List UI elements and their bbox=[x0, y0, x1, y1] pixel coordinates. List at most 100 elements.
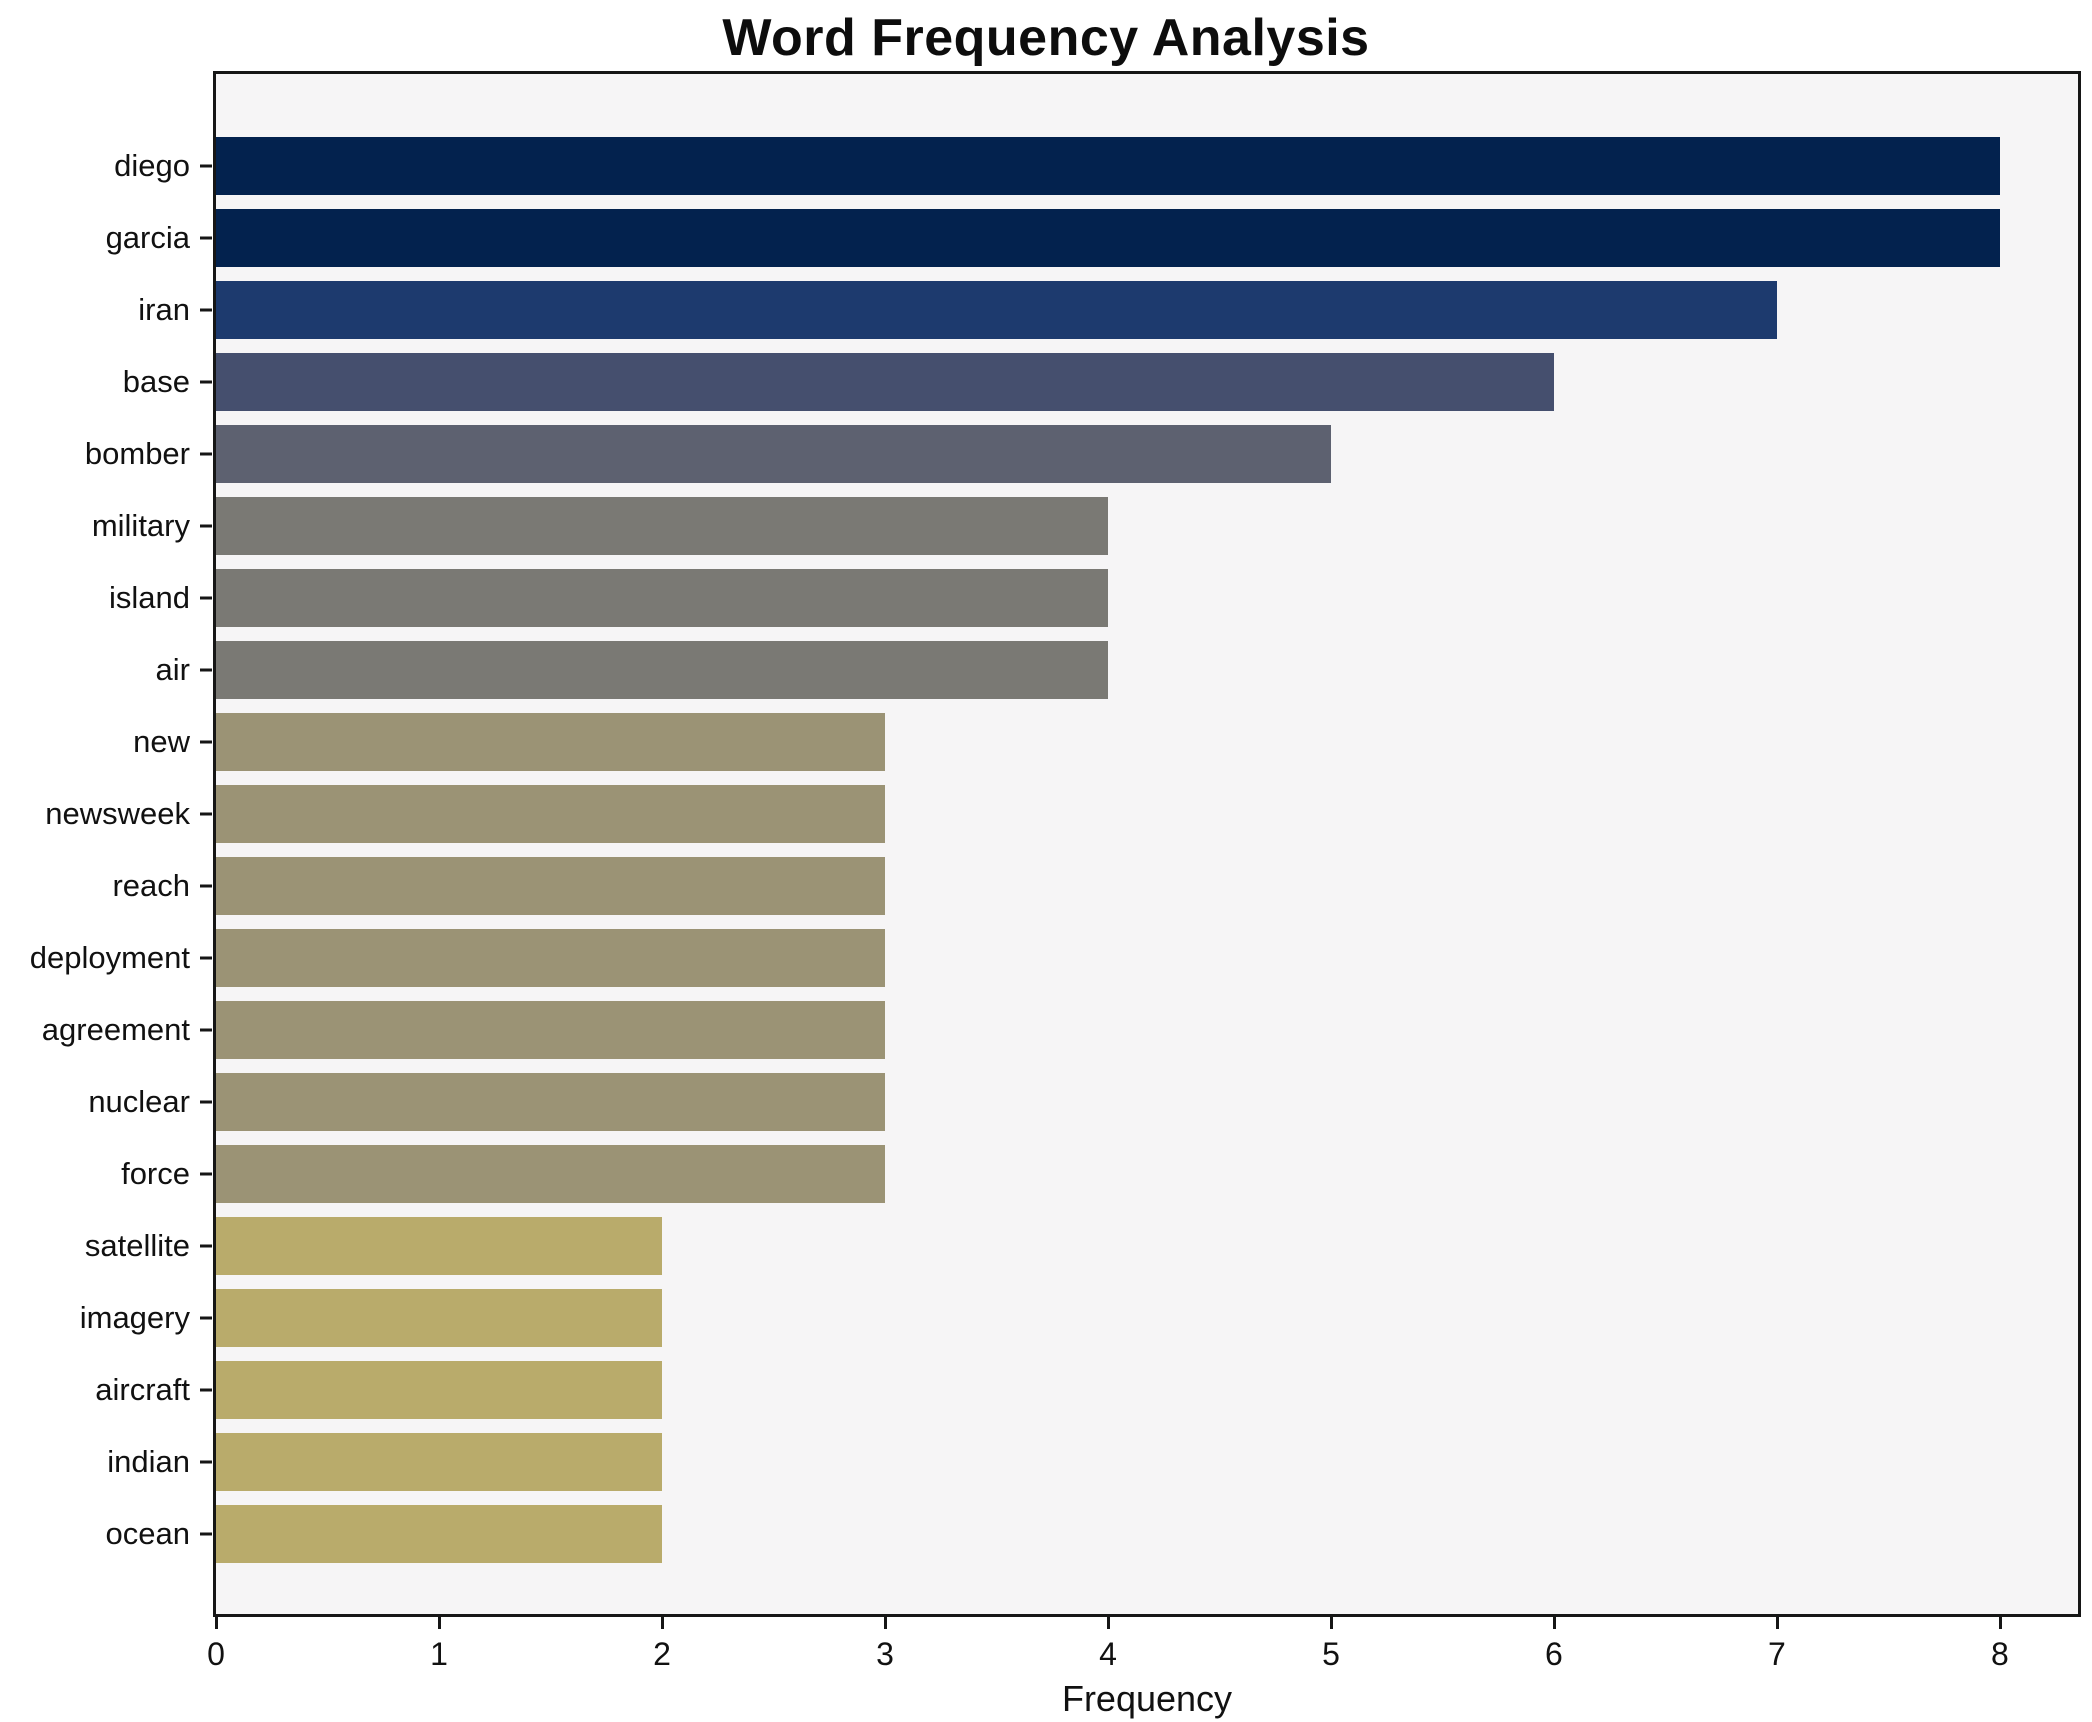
y-tick-label: ocean bbox=[105, 1516, 190, 1551]
y-tick-mark bbox=[200, 596, 212, 600]
bar-air bbox=[216, 641, 1108, 699]
bar-row: imagery bbox=[80, 1282, 2078, 1354]
y-tick-label: military bbox=[91, 508, 190, 543]
bar-deployment bbox=[216, 929, 885, 987]
bar-indian bbox=[216, 1433, 662, 1491]
y-tick-mark bbox=[200, 380, 212, 384]
bar-satellite bbox=[216, 1217, 662, 1275]
bar-aircraft bbox=[216, 1361, 662, 1419]
x-tick-mark bbox=[437, 1617, 441, 1629]
bar-newsweek bbox=[216, 785, 885, 843]
y-tick-label: bomber bbox=[84, 436, 190, 471]
y-tick-mark bbox=[200, 956, 212, 960]
x-tick-label: 4 bbox=[1099, 1636, 1117, 1672]
y-tick-mark bbox=[200, 236, 212, 240]
bar-row: garcia bbox=[106, 202, 2078, 274]
x-tick-label: 7 bbox=[1768, 1636, 1786, 1672]
x-axis-title: Frequency bbox=[1061, 1678, 1233, 1719]
y-tick-label: garcia bbox=[105, 220, 190, 255]
bar-row: deployment bbox=[30, 922, 2078, 994]
y-tick-label: force bbox=[121, 1156, 190, 1191]
bar-new bbox=[216, 713, 885, 771]
bar-row: base bbox=[123, 346, 2078, 418]
y-tick-label: agreement bbox=[41, 1012, 190, 1047]
y-tick-label: indian bbox=[107, 1444, 190, 1479]
x-tick-mark bbox=[883, 1617, 887, 1629]
y-tick-label: diego bbox=[114, 148, 190, 183]
x-tick-label: 3 bbox=[876, 1636, 894, 1672]
x-tick-mark bbox=[660, 1617, 664, 1629]
bar-row: agreement bbox=[42, 994, 2078, 1066]
bar-row: air bbox=[156, 634, 2078, 706]
bar-agreement bbox=[216, 1001, 885, 1059]
bar-row: diego bbox=[114, 130, 2078, 202]
bar-force bbox=[216, 1145, 885, 1203]
bar-row: satellite bbox=[85, 1210, 2078, 1282]
bar-reach bbox=[216, 857, 885, 915]
y-tick-mark bbox=[200, 812, 212, 816]
x-tick-label: 1 bbox=[430, 1636, 448, 1672]
y-tick-mark bbox=[200, 884, 212, 888]
y-tick-mark bbox=[200, 1532, 212, 1536]
y-tick-mark bbox=[200, 308, 212, 312]
bar-row: aircraft bbox=[95, 1354, 2078, 1426]
y-tick-label: reach bbox=[112, 868, 190, 903]
y-tick-label: satellite bbox=[84, 1228, 190, 1263]
bar-row: newsweek bbox=[45, 778, 2078, 850]
x-tick-label: 6 bbox=[1545, 1636, 1563, 1672]
y-tick-mark bbox=[200, 164, 212, 168]
bar-ocean bbox=[216, 1505, 662, 1563]
x-tick-mark bbox=[1552, 1617, 1556, 1629]
y-tick-mark bbox=[200, 524, 212, 528]
bar-row: iran bbox=[138, 274, 2078, 346]
bar-row: nuclear bbox=[88, 1066, 2078, 1138]
y-tick-mark bbox=[200, 1388, 212, 1392]
bar-island bbox=[216, 569, 1108, 627]
y-tick-label: air bbox=[155, 652, 190, 687]
y-tick-mark bbox=[200, 1316, 212, 1320]
bar-military bbox=[216, 497, 1108, 555]
plot-area: diego garcia iran base bomber military island a… bbox=[30, 71, 2081, 1719]
y-tick-mark bbox=[200, 1244, 212, 1248]
y-tick-label: aircraft bbox=[95, 1372, 190, 1407]
x-tick-label: 2 bbox=[653, 1636, 671, 1672]
y-tick-mark bbox=[200, 668, 212, 672]
x-tick-mark bbox=[1106, 1617, 1110, 1629]
x-tick-mark bbox=[1329, 1617, 1333, 1629]
bar-row: ocean bbox=[106, 1498, 2078, 1570]
y-tick-label: deployment bbox=[29, 940, 190, 975]
y-tick-mark bbox=[200, 1100, 212, 1104]
x-tick-label: 0 bbox=[207, 1636, 225, 1672]
x-tick-mark bbox=[1998, 1617, 2002, 1629]
y-tick-label: island bbox=[109, 580, 190, 615]
y-tick-label: base bbox=[122, 364, 190, 399]
y-tick-mark bbox=[200, 1028, 212, 1032]
bar-base bbox=[216, 353, 1554, 411]
bar-row: island bbox=[109, 562, 2078, 634]
y-tick-label: nuclear bbox=[88, 1084, 190, 1119]
bar-bomber bbox=[216, 425, 1331, 483]
y-tick-label: new bbox=[133, 724, 190, 759]
x-tick-label: 8 bbox=[1991, 1636, 2009, 1672]
x-tick-mark bbox=[215, 1617, 218, 1629]
bar-nuclear bbox=[216, 1073, 885, 1131]
bar-row: military bbox=[92, 490, 2078, 562]
bar-row: indian bbox=[107, 1426, 2078, 1498]
bar-diego bbox=[216, 137, 2000, 195]
y-tick-label: iran bbox=[138, 292, 190, 327]
bar-iran bbox=[216, 281, 1777, 339]
bar-row: reach bbox=[112, 850, 2078, 922]
x-tick-mark bbox=[1775, 1617, 1779, 1629]
bar-row: bomber bbox=[85, 418, 2078, 490]
y-tick-mark bbox=[200, 1172, 212, 1176]
bar-garcia bbox=[216, 209, 2000, 267]
bar-rows-container: diego garcia iran base bomber military island a… bbox=[30, 74, 2078, 1614]
y-tick-label: imagery bbox=[79, 1300, 190, 1335]
chart-title: Word Frequency Analysis bbox=[722, 9, 1370, 67]
x-tick-label: 5 bbox=[1322, 1636, 1340, 1672]
bar-imagery bbox=[216, 1289, 662, 1347]
y-tick-mark bbox=[200, 1460, 212, 1464]
bar-row: force bbox=[121, 1138, 2078, 1210]
y-tick-mark bbox=[200, 740, 212, 744]
